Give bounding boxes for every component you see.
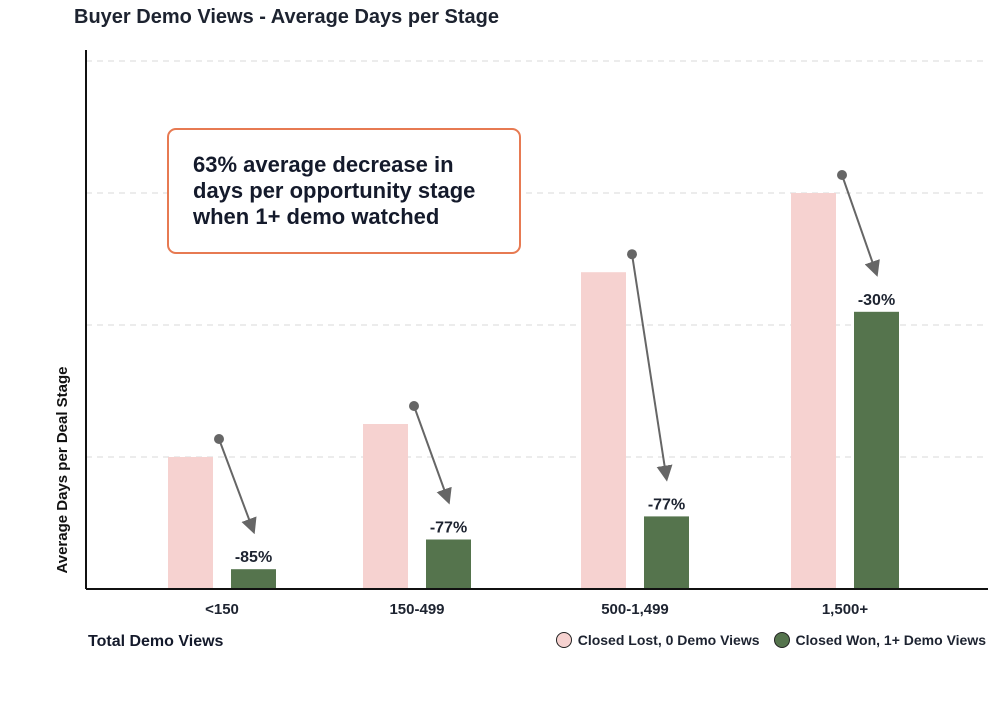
bar-closed-lost [791, 193, 836, 589]
change-arrow [631, 254, 673, 482]
x-tick-label: 1,500+ [822, 601, 869, 618]
bar-closed-lost [363, 424, 408, 589]
annotation-text: 63% average decrease in days per opportu… [193, 152, 476, 229]
change-arrow [841, 174, 880, 277]
y-axis-label: Average Days per Deal Stage [54, 366, 71, 573]
data-label: -77% [430, 520, 467, 537]
change-arrow [413, 405, 452, 505]
x-tick-label: 150-499 [389, 601, 444, 618]
data-label: -30% [858, 292, 895, 309]
chart-title: Buyer Demo Views - Average Days per Stag… [74, 6, 499, 28]
x-tick-label: <150 [205, 601, 239, 618]
legend: Closed Lost, 0 Demo Views Closed Won, 1+… [542, 632, 986, 648]
data-label: -85% [235, 549, 272, 566]
legend-swatch-closed-won [773, 632, 790, 648]
legend-swatch-closed-lost [555, 632, 572, 648]
legend-label-closed-lost: Closed Lost, 0 Demo Views [577, 632, 760, 648]
annotation-callout: 63% average decrease in days per opportu… [167, 128, 521, 254]
legend-item-closed-won: Closed Won, 1+ Demo Views [773, 632, 986, 648]
bar-closed-won [231, 569, 276, 589]
bar-closed-won [426, 539, 471, 589]
legend-item-closed-lost: Closed Lost, 0 Demo Views [555, 632, 760, 648]
x-tick-label: 500-1,499 [601, 601, 669, 618]
bar-closed-won [854, 311, 899, 589]
bar-closed-won [644, 516, 689, 589]
change-arrow [218, 438, 257, 535]
bar-closed-lost [581, 272, 626, 589]
x-axis-label: Total Demo Views [88, 633, 224, 650]
data-label: -77% [648, 496, 685, 513]
bar-closed-lost [168, 457, 213, 589]
legend-label-closed-won: Closed Won, 1+ Demo Views [795, 632, 986, 648]
